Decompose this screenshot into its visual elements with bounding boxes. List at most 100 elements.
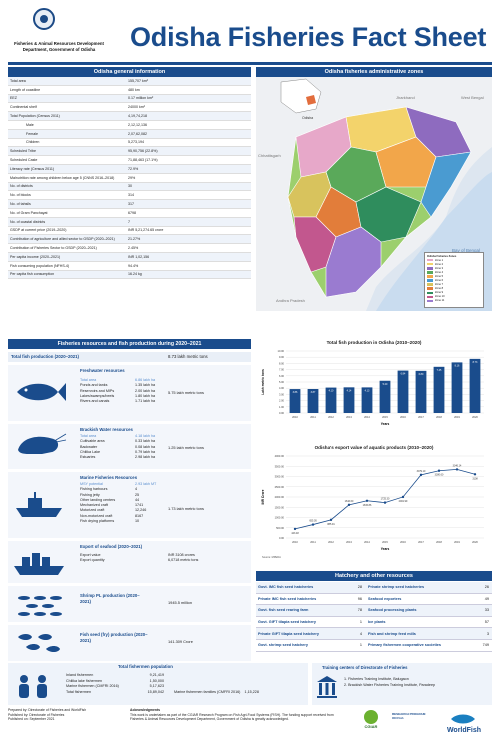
- hatchery-count: 49: [484, 596, 489, 601]
- legend-label: Zone 5: [435, 274, 444, 278]
- resource-value: 4: [135, 487, 138, 492]
- chart-source: Source: MPEDA: [262, 555, 281, 559]
- data-point: [365, 499, 369, 502]
- resource-line: Ponds and tanks 1.35 lakh ha: [80, 383, 175, 388]
- info-value: 480 km: [128, 87, 140, 92]
- bar: [379, 380, 391, 413]
- data-label: 1725.30: [381, 498, 390, 501]
- info-value: INR 5,21,274.65 crore: [128, 228, 164, 233]
- fishermen-heading: Total fishermen population: [118, 664, 173, 669]
- export-chart-svg: 0.00 500.00 1000.00 1500.00 2000.00 2500.00 30…: [261, 454, 484, 559]
- hatchery-row: Govt. shrimp seed hatchery 1 Primary fishe…: [256, 640, 492, 652]
- worldfish-logo: WorldFish: [436, 712, 492, 734]
- families-line: Marine fishermen families (CMFRI 2016) 1…: [174, 690, 259, 694]
- fishermen-label: Marine fishermen (CMFRI 2016): [66, 684, 119, 689]
- x-tick-label: 2010: [292, 415, 298, 419]
- zones-map: Jharkhand West Bengal Chhattisgarh Andhr…: [256, 77, 492, 311]
- y-tick-label: 5.00: [279, 380, 285, 384]
- resource-label: Fish drying platforms: [80, 519, 115, 524]
- bar: [325, 387, 337, 413]
- marine-block: Marine Fisheries Resources MSY potential…: [8, 472, 251, 538]
- data-point: [401, 495, 405, 499]
- hatchery-label: Ice plants: [368, 620, 386, 625]
- header: Fisheries & Animal Resources Development…: [0, 0, 500, 66]
- hatchery-label: Govt. GIFT tilapia seed hatchery: [258, 620, 317, 625]
- shrimp-pl-title: Shrimp PL production (2020–2021): [80, 593, 140, 604]
- y-tick-label: 6.00: [279, 374, 285, 378]
- data-label: 1815.86: [363, 504, 372, 507]
- shrimp-pl-total: 1945.5 million: [168, 600, 193, 605]
- y-tick-label: 0.00: [279, 411, 285, 415]
- x-tick-label: 2011: [310, 540, 316, 544]
- x-tick-label: 2020: [472, 415, 478, 419]
- hatchery-label: Govt. IMC fish seed hatcheries: [258, 585, 314, 590]
- info-label: Male: [26, 122, 34, 127]
- odisha-seal-logo: [33, 8, 55, 30]
- info-value: 29%: [128, 175, 136, 180]
- info-label: No. of districts: [10, 184, 33, 189]
- hatchery-label: Seafood exporters: [368, 596, 402, 601]
- data-point: [419, 473, 423, 477]
- training-heading: Training centers of Directorate of Fishe…: [322, 665, 408, 670]
- y-tick-label: 2500.00: [275, 485, 285, 489]
- title-rule: [8, 62, 492, 65]
- info-row: Scheduled Tribe 95,90,756 (22.8%): [8, 147, 251, 157]
- shrimp-larvae-icon: [18, 596, 62, 616]
- resource-label: Reservoirs and MIPs: [80, 388, 115, 393]
- export-title: Export of seafood (2020–2021): [80, 544, 143, 549]
- capacity-line: Total area 4.18 lakh ha: [80, 434, 175, 439]
- y-tick-label: 1000.00: [275, 516, 285, 520]
- resource-label: Motorized craft: [80, 508, 105, 513]
- legend-label: Zone 8: [435, 287, 444, 291]
- fishermen-label: Total fishermen: [66, 689, 92, 694]
- legend-item: Zone 2: [427, 262, 481, 266]
- y-tick-label: 9.00: [279, 355, 285, 359]
- fish-icon: [17, 383, 66, 401]
- resource-label: Fishing jetty: [80, 492, 100, 497]
- export-value: INR 3108 crores: [168, 553, 195, 557]
- info-row: No. of tahsils 317: [8, 200, 251, 209]
- x-tick-label: 2018: [436, 540, 442, 544]
- resource-line: Motorized craft 12,246: [80, 508, 175, 513]
- info-label: No. of Gram Panchayat: [10, 210, 48, 215]
- bar: [307, 389, 319, 413]
- x-tick-label: 2012: [328, 540, 334, 544]
- resource-label: Ponds and tanks: [80, 383, 108, 388]
- data-point: [311, 523, 315, 526]
- resource-line: Estuaries 2.98 lakh ha: [80, 455, 175, 460]
- resource-value: 0.08 lakh ha: [135, 444, 156, 449]
- label-bay-of-bengal: Bay of Bengal: [452, 248, 480, 253]
- legend-swatch: [427, 279, 433, 282]
- info-label: Length of coastline: [10, 87, 41, 92]
- data-label: 3108: [472, 477, 478, 480]
- x-tick-label: 2013: [346, 540, 352, 544]
- data-label: 6.80: [419, 373, 424, 376]
- export-chart: Odisha's export value of aquatic product…: [256, 445, 492, 563]
- brackish-title: Brackish Water resources: [80, 427, 133, 432]
- info-label: No. of coastal districts: [10, 219, 46, 224]
- info-label: Contribution of Fisheries Sector to GSDP…: [10, 246, 97, 251]
- hatchery-label: Primary fishermen cooperative societies: [368, 643, 442, 648]
- hatchery-table: Govt. IMC fish seed hatcheries 28 Private …: [256, 582, 492, 652]
- training-item: 1. Fisheries Training Institute, Balugao…: [344, 677, 409, 681]
- building-icon: [317, 676, 337, 698]
- legend-item: Zone 4: [427, 270, 481, 274]
- data-label: 1616.60: [345, 500, 354, 503]
- x-tick-label: 2015: [382, 540, 388, 544]
- capacity-line: Total area 6.86 lakh ha: [80, 378, 175, 383]
- legend-item: Zone 11: [427, 299, 481, 303]
- data-label: 3.87: [311, 391, 316, 394]
- data-point: [347, 503, 351, 507]
- info-label: EEZ: [10, 96, 17, 101]
- resource-value: 1.35 lakh ha: [135, 383, 156, 388]
- legend-label: Zone 9: [435, 291, 444, 295]
- marine-title: Marine Fisheries Resources: [80, 475, 138, 480]
- general-info-heading: Odisha general information: [8, 67, 251, 77]
- info-value: 2,12,12,136: [128, 122, 147, 127]
- info-value: 30: [128, 184, 132, 189]
- bar: [433, 366, 445, 413]
- x-tick-label: 2020: [472, 540, 478, 544]
- resource-line: Non-motorized craft 8167: [80, 514, 175, 519]
- capacity-label: MSY potential: [80, 482, 103, 486]
- production-chart-title: Total fish production in Odisha (2010–20…: [326, 340, 422, 345]
